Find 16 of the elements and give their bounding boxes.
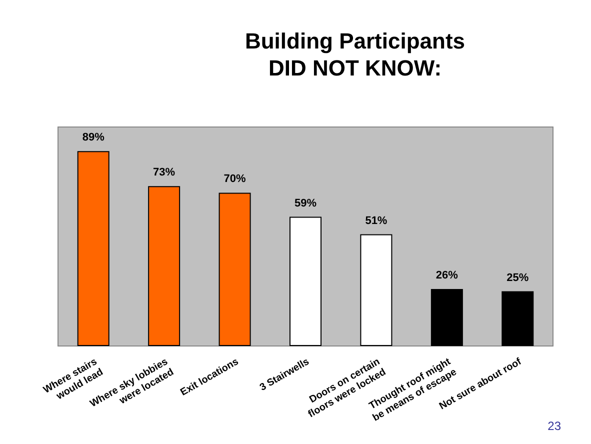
data-label: 70% [224,173,246,186]
bar [218,192,251,346]
bar [360,234,392,346]
chart-title: Building Participants DID NOT KNOW: [244,28,466,80]
data-label: 73% [153,166,176,179]
bar [148,186,180,346]
bar [430,289,463,346]
data-label: 26% [436,270,458,282]
data-label: 59% [294,197,317,210]
bar [290,216,322,346]
bar [77,151,110,346]
data-label: 89% [82,132,105,144]
data-label: 25% [506,272,529,284]
data-label: 51% [365,214,388,227]
text: 23 [548,419,562,433]
bar [502,291,534,346]
